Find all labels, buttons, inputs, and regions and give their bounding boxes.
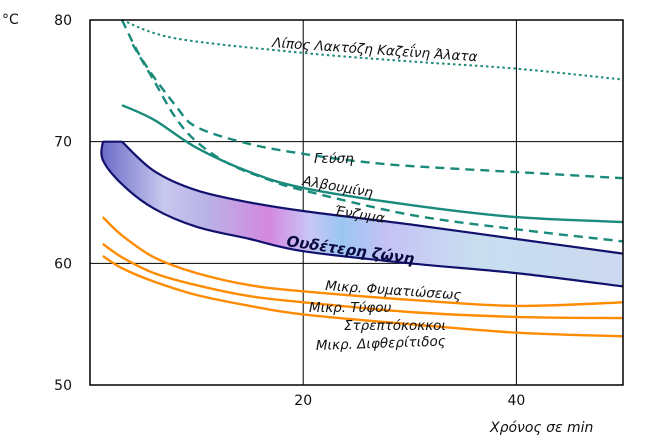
neutral-zone-band (100, 140, 624, 288)
series-label-tyfou: Μικρ. Τύφου (309, 300, 392, 316)
x-tick-20: 20 (294, 393, 312, 409)
plot-border (89, 19, 624, 386)
series-line-3 (121, 104, 624, 224)
x-tick-40: 40 (507, 393, 525, 409)
y-tick-50: 50 (54, 378, 72, 394)
annotation-diftheritidos: Μικρ. Διφθερίτιδος (316, 333, 446, 354)
series-line-4 (101, 216, 624, 308)
series-label-geusi: Γεύση (314, 151, 354, 167)
y-unit-label: °C (2, 12, 19, 28)
series-line-0 (121, 19, 624, 81)
series-label-lipos: Λίπος Λακτόζη Καζεΐνη Άλατα (271, 33, 478, 65)
band-upper-edge (121, 140, 624, 255)
plot-frame (89, 19, 624, 386)
series-line-5 (102, 242, 624, 320)
y-tick-80: 80 (54, 13, 72, 29)
annotation-streptokokkoi: Στρεπτόκοκκοι (344, 318, 446, 334)
series-layer (101, 19, 624, 338)
band-lower-edge (100, 141, 624, 288)
band-fill (101, 141, 623, 287)
y-tick-70: 70 (54, 135, 72, 151)
y-tick-60: 60 (54, 256, 72, 272)
series-label-albumin: Αλβουμίνη (300, 173, 374, 201)
series-line-6 (102, 254, 624, 338)
tick-labels: 50 60 70 80 20 40 (54, 13, 525, 409)
x-axis-label: Χρόνος σε min (489, 420, 593, 436)
series-line-1 (120, 19, 624, 180)
series-label-enzyma: Ένζυμα (333, 203, 386, 227)
